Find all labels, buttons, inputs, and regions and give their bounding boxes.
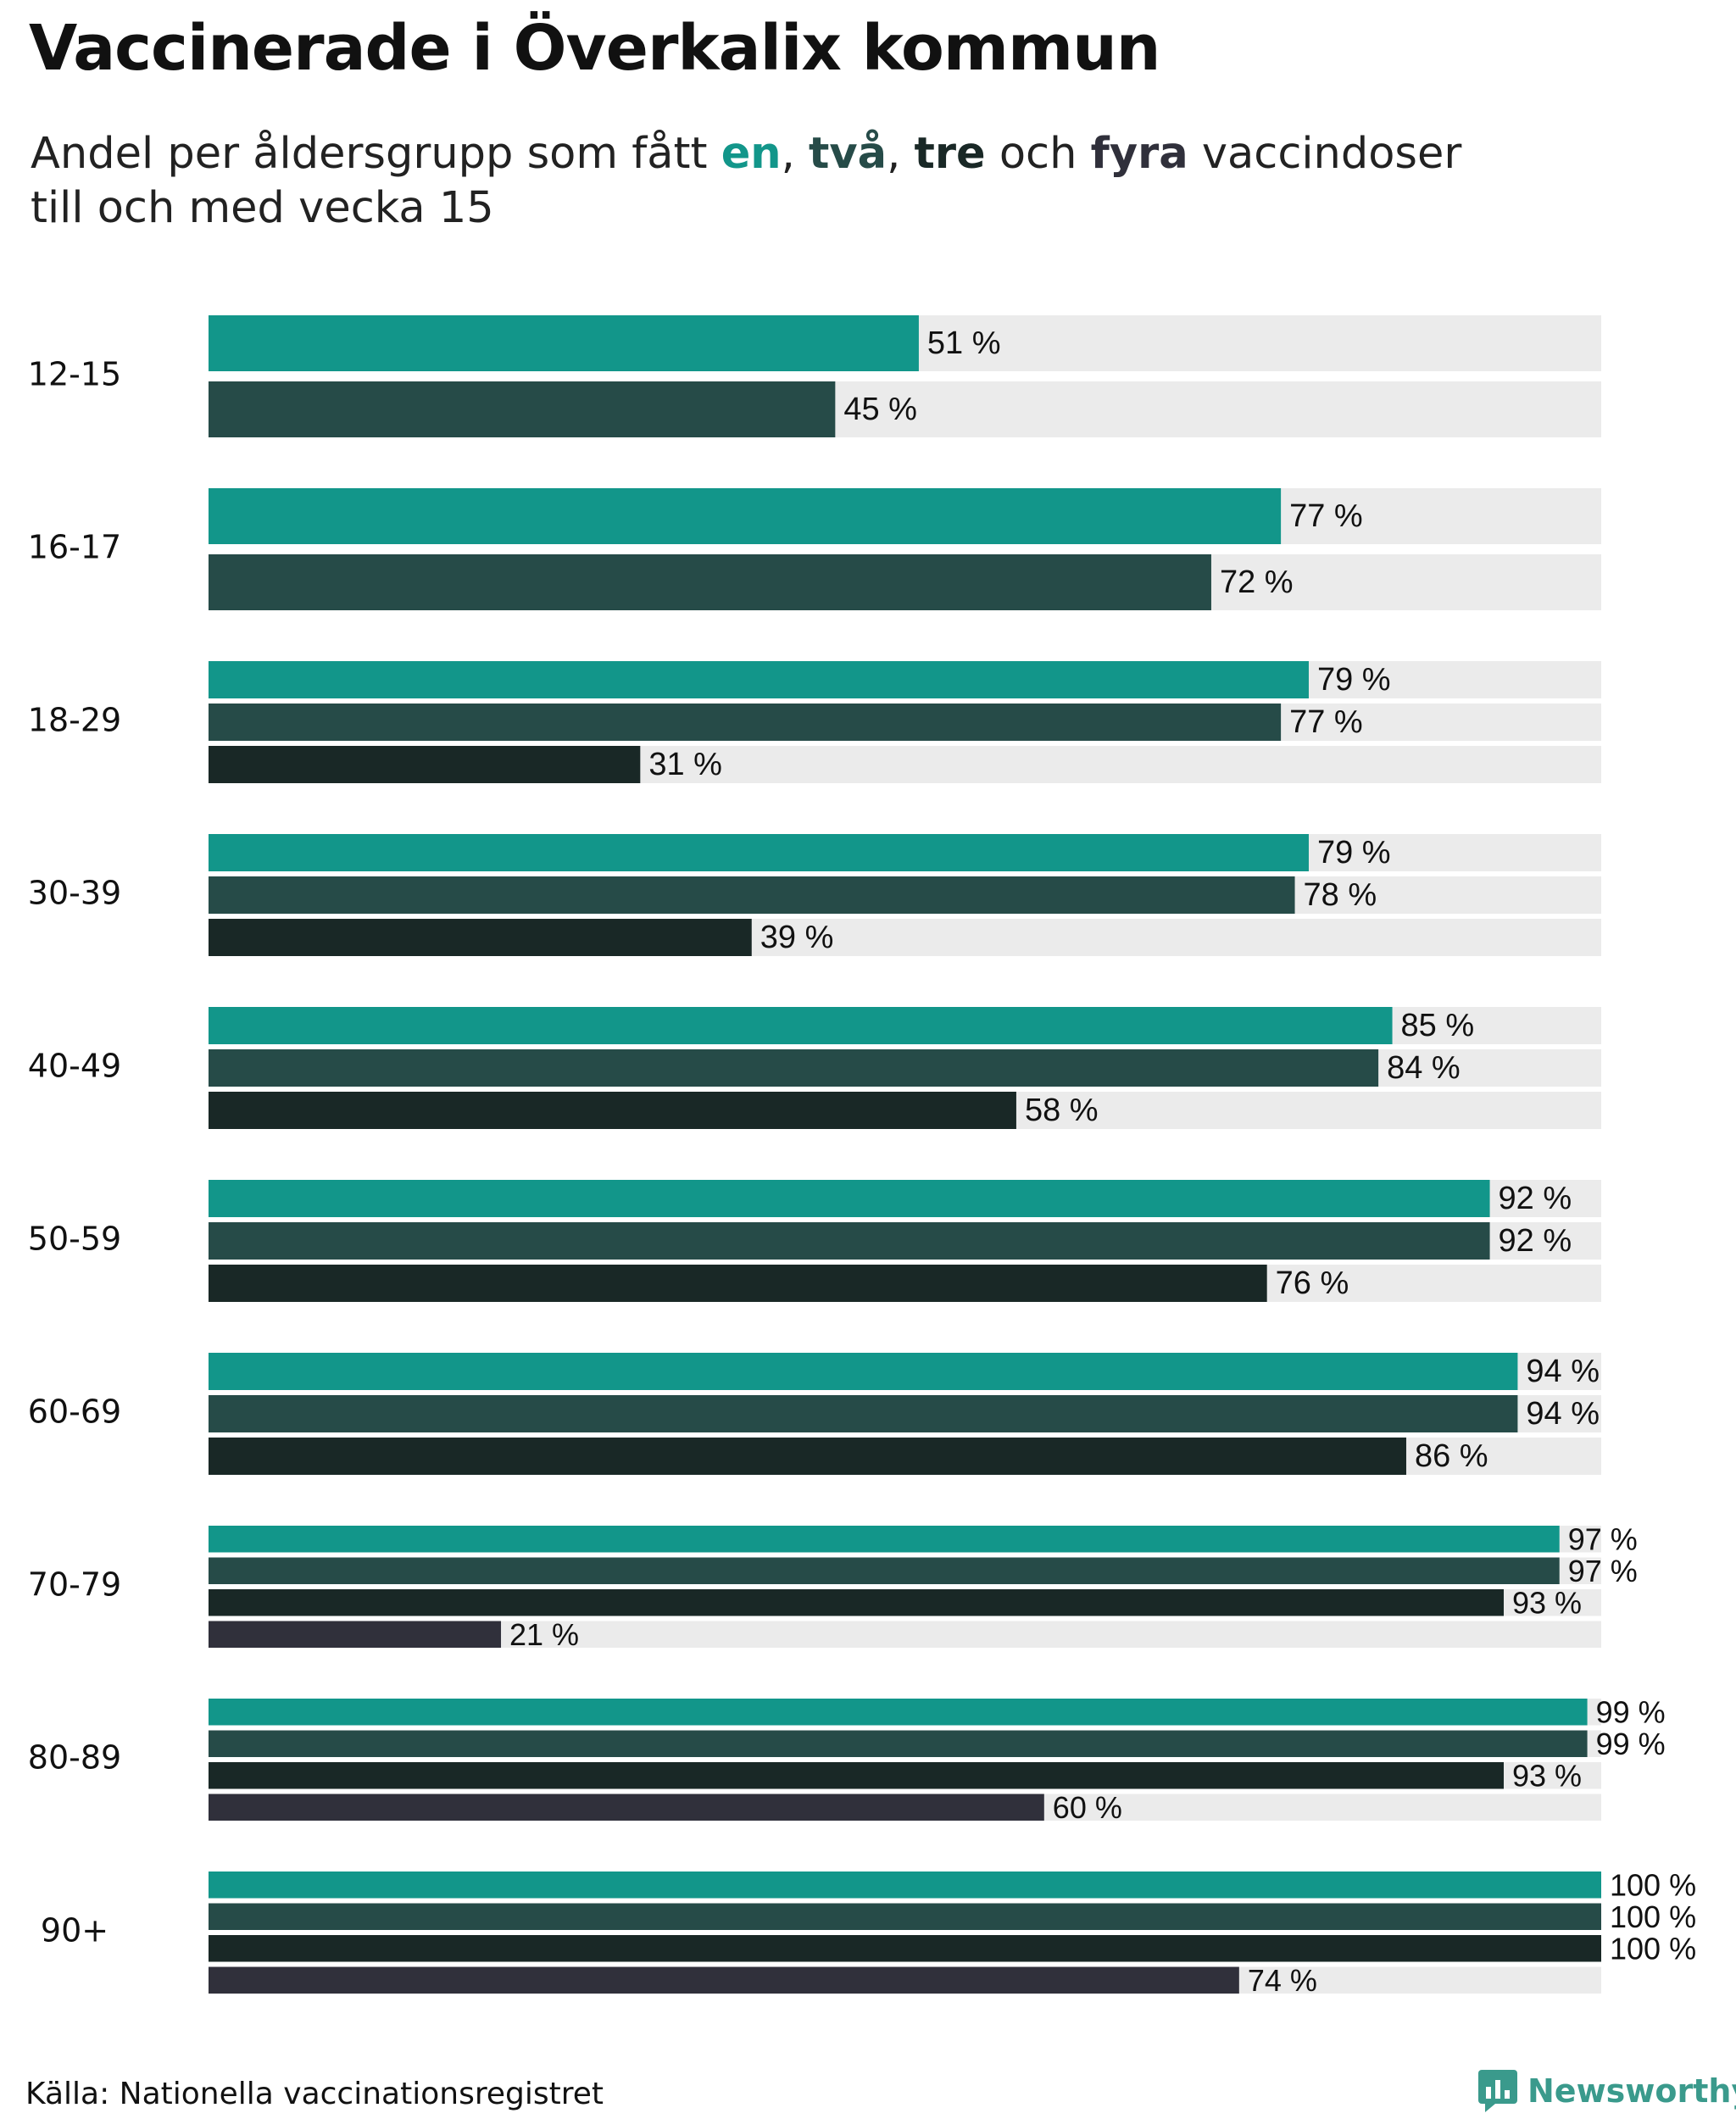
bar-tre <box>209 1265 1267 1302</box>
newsworthy-logo-icon <box>1478 2070 1517 2112</box>
bar-value-label: 94 % <box>1526 1396 1600 1432</box>
bar-tre <box>209 1438 1406 1475</box>
legend-tva: två <box>809 129 887 179</box>
bar-value-label: 84 % <box>1387 1050 1461 1086</box>
bar-tva <box>209 1395 1518 1432</box>
bar-tre <box>209 1589 1504 1616</box>
group-label: 70-79 <box>28 1566 121 1604</box>
bar-value-label: 31 % <box>648 747 722 782</box>
group-label: 18-29 <box>28 702 121 739</box>
group-label: 90+ <box>41 1912 108 1949</box>
bar-value-label: 100 % <box>1610 1931 1696 1966</box>
bar-value-label: 94 % <box>1526 1354 1600 1389</box>
subtitle-och: och <box>985 129 1091 179</box>
bar-value-label: 78 % <box>1304 877 1377 913</box>
bar-value-label: 93 % <box>1512 1585 1582 1620</box>
bar-value-label: 93 % <box>1512 1758 1582 1793</box>
bar-value-label: 79 % <box>1317 835 1391 870</box>
chart-title: Vaccinerade i Överkalix kommun <box>29 12 1160 85</box>
bar-en <box>209 1007 1393 1044</box>
bar-value-label: 58 % <box>1025 1093 1099 1128</box>
bar-value-label: 97 % <box>1568 1521 1638 1556</box>
bar-value-label: 39 % <box>760 920 834 955</box>
group-label: 50-59 <box>28 1221 121 1258</box>
bar-fyra <box>209 1966 1239 1994</box>
bar-value-label: 92 % <box>1499 1223 1572 1259</box>
bar-value-label: 100 % <box>1610 1899 1696 1934</box>
bar-tva <box>209 1222 1490 1260</box>
bar-tva <box>209 876 1295 914</box>
group-label: 40-49 <box>28 1048 121 1085</box>
bar-value-label: 45 % <box>843 392 917 427</box>
bar-chart: 12-15 51 % 45 % 16-17 77 % 72 % 18-29 79 % 77 % 3… <box>28 315 1696 1998</box>
logo-text: Newsworthy <box>1527 2072 1736 2110</box>
bar-value-label: 97 % <box>1568 1554 1638 1588</box>
subtitle-prefix: Andel per åldersgrupp som fått <box>31 129 721 179</box>
bar-value-label: 74 % <box>1248 1963 1317 1998</box>
bar-en <box>209 1872 1601 1899</box>
bar-en <box>209 488 1282 544</box>
group-label: 16-17 <box>28 529 121 566</box>
bar-value-label: 99 % <box>1596 1727 1666 1761</box>
subtitle-sep1: , <box>781 129 810 179</box>
chart-subtitle: Andel per åldersgrupp som fått en, två, … <box>31 127 1641 236</box>
bar-value-label: 100 % <box>1610 1867 1696 1902</box>
bar-value-label: 21 % <box>509 1617 579 1652</box>
bar-value-label: 85 % <box>1401 1008 1475 1043</box>
bar-tva <box>209 1049 1379 1087</box>
bar-en <box>209 661 1309 698</box>
bar-value-label: 99 % <box>1596 1694 1666 1729</box>
subtitle-sep2: , <box>887 129 915 179</box>
bar-value-label: 79 % <box>1317 662 1391 698</box>
bar-en <box>209 1526 1560 1553</box>
bar-value-label: 77 % <box>1289 704 1363 740</box>
subtitle-suffix: vaccindoser <box>1188 129 1462 179</box>
subtitle-line2: till och med vecka 15 <box>31 183 494 233</box>
bar-fyra <box>209 1794 1044 1821</box>
legend-tre: tre <box>914 129 986 179</box>
bar-tva <box>209 1730 1588 1757</box>
bar-tre <box>209 746 641 783</box>
bar-en <box>209 1353 1518 1390</box>
bar-tre <box>209 1092 1016 1129</box>
newsworthy-logo: Newsworthy <box>1478 2070 1736 2112</box>
bar-fyra <box>209 1621 502 1648</box>
group-label: 12-15 <box>28 356 121 393</box>
bar-value-label: 86 % <box>1415 1438 1488 1474</box>
bar-tva <box>209 1903 1601 1930</box>
bar-value-label: 51 % <box>927 325 1001 361</box>
legend-fyra: fyra <box>1090 129 1188 179</box>
bar-value-label: 60 % <box>1053 1790 1122 1825</box>
bar-en <box>209 1699 1588 1726</box>
legend-en: en <box>721 129 782 179</box>
bar-value-label: 76 % <box>1276 1265 1349 1301</box>
bar-tva <box>209 554 1211 610</box>
bar-value-label: 77 % <box>1289 498 1363 534</box>
bar-tva <box>209 1557 1560 1584</box>
bar-tre <box>209 1935 1601 1962</box>
bar-en <box>209 315 919 371</box>
bar-tre <box>209 1762 1504 1789</box>
bar-en <box>209 1180 1490 1217</box>
group-label: 80-89 <box>28 1739 121 1777</box>
group-label: 30-39 <box>28 875 121 912</box>
bar-value-label: 92 % <box>1499 1181 1572 1216</box>
bar-tre <box>209 919 752 956</box>
bar-en <box>209 834 1309 871</box>
group-label: 60-69 <box>28 1393 121 1431</box>
source-note: Källa: Nationella vaccinationsregistret <box>25 2077 604 2111</box>
bar-tva <box>209 381 836 437</box>
bar-tva <box>209 704 1282 741</box>
bar-value-label: 72 % <box>1220 565 1294 600</box>
